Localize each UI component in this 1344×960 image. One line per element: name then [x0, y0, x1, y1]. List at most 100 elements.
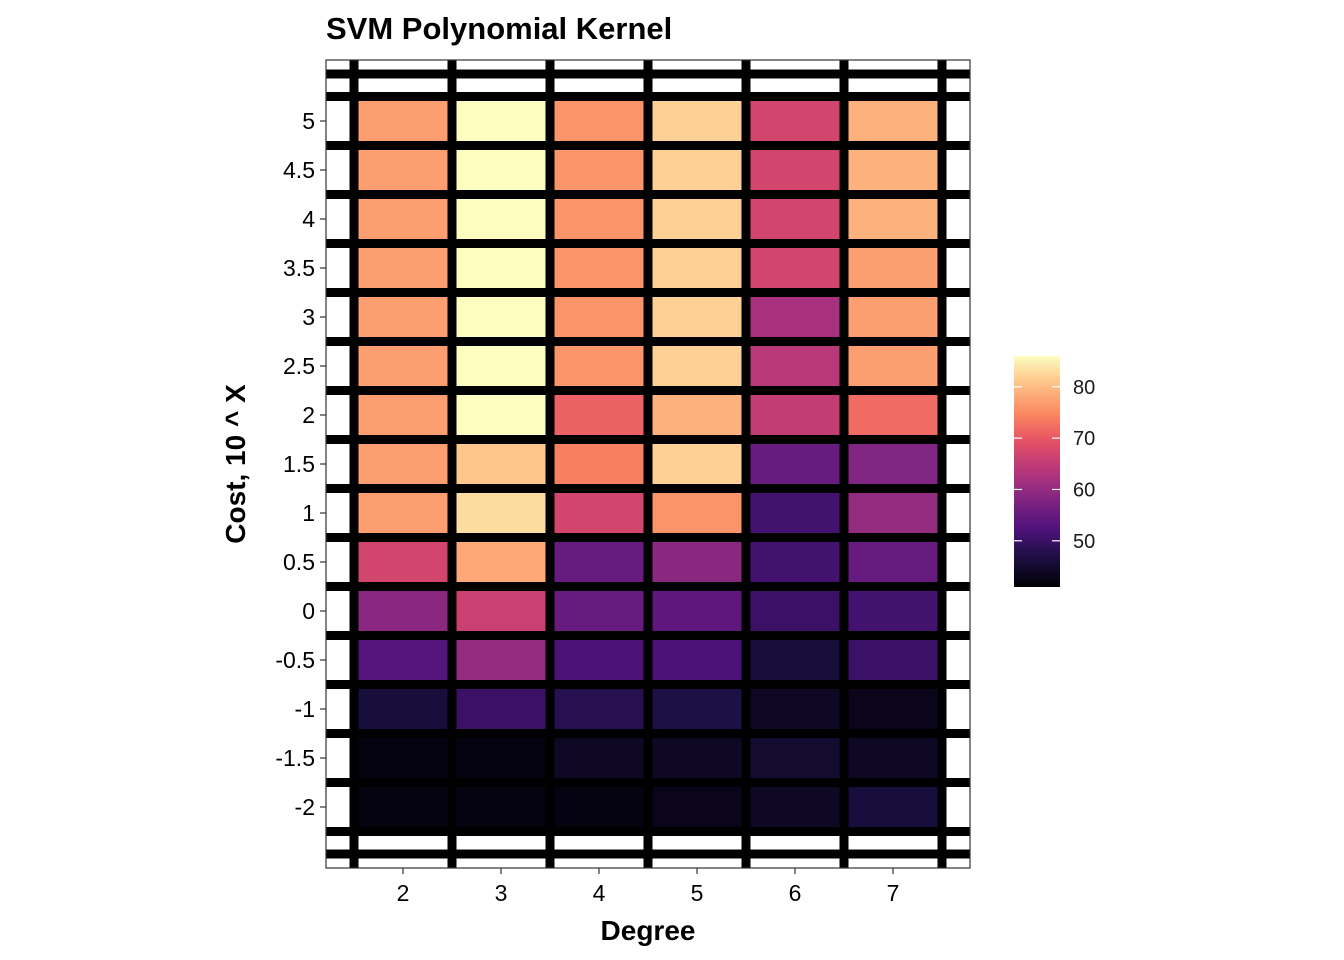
heatmap-cell: [547, 387, 651, 443]
heatmap-cell: [743, 93, 847, 149]
heatmap-cell: [547, 191, 651, 247]
heatmap-cell: [351, 387, 455, 443]
heatmap-cell: [841, 387, 945, 443]
heatmap-cell: [645, 191, 749, 247]
y-tick-label: 2.5: [283, 353, 315, 379]
heatmap-cell: [449, 289, 553, 345]
heatmap-cell: [743, 289, 847, 345]
x-tick-label: 3: [495, 880, 508, 906]
heatmap-cell: [547, 583, 651, 639]
heatmap-cell: [841, 485, 945, 541]
heatmap-cell: [743, 779, 847, 835]
heatmap-cell: [743, 534, 847, 590]
heatmap-cell: [547, 436, 651, 492]
y-axis: -2 -1.5 -1 -0.5 0 0.5 1 1.5 2 2.5 3 3.5 4 4.5 5: [275, 108, 326, 820]
heatmap-cell: [743, 681, 847, 737]
heatmap-cell: [449, 485, 553, 541]
heatmap-cell: [449, 387, 553, 443]
heatmap-cell: [743, 142, 847, 198]
heatmap-cell: [351, 485, 455, 541]
heatmap-cell: [449, 779, 553, 835]
heatmap-cell: [645, 289, 749, 345]
heatmap-cell: [743, 436, 847, 492]
heatmap-cell: [547, 142, 651, 198]
heatmap-cell: [449, 93, 553, 149]
y-tick-label: 2: [302, 402, 315, 428]
heatmap-cell: [449, 583, 553, 639]
heatmap-cell: [645, 730, 749, 786]
heatmap-cell: [645, 632, 749, 688]
heatmap-cell: [841, 436, 945, 492]
heatmap-cell: [841, 681, 945, 737]
heatmap-cell: [645, 387, 749, 443]
heatmap-cell: [449, 681, 553, 737]
heatmap-cell: [645, 338, 749, 394]
heatmap-cell: [351, 338, 455, 394]
chart-title: SVM Polynomial Kernel: [326, 11, 672, 46]
x-tick-label: 7: [887, 880, 900, 906]
heatmap-cell: [351, 779, 455, 835]
heatmap-cell: [351, 93, 455, 149]
heatmap-cell: [351, 730, 455, 786]
x-tick-label: 5: [691, 880, 704, 906]
color-legend: 50 60 70 80: [1014, 356, 1095, 587]
heatmap-cell: [547, 779, 651, 835]
heatmap-cell: [547, 240, 651, 296]
heatmap-cell: [841, 779, 945, 835]
heatmap-cell: [547, 485, 651, 541]
heatmap-cell: [841, 583, 945, 639]
heatmap-cell: [351, 632, 455, 688]
y-tick-label: 3: [302, 304, 315, 330]
y-tick-label: 1.5: [283, 451, 315, 477]
heatmap-cell: [841, 338, 945, 394]
heatmap-cell: [547, 632, 651, 688]
heatmap-cell: [841, 534, 945, 590]
heatmap-cell: [743, 338, 847, 394]
heatmap-cell: [351, 191, 455, 247]
heatmap-cell: [645, 583, 749, 639]
heatmap-cell: [547, 289, 651, 345]
heatmap-cell: [547, 93, 651, 149]
heatmap-cell: [351, 583, 455, 639]
x-axis: 2 3 4 5 6 7: [397, 868, 900, 906]
heatmap-cell: [351, 436, 455, 492]
heatmap-cell: [645, 142, 749, 198]
y-tick-label: 5: [302, 108, 315, 134]
y-tick-label: 3.5: [283, 255, 315, 281]
heatmap-cell: [351, 142, 455, 198]
heatmap-cell: [743, 485, 847, 541]
heatmap-cell: [743, 730, 847, 786]
heatmap-cell: [645, 240, 749, 296]
heatmap-cell: [841, 191, 945, 247]
heatmap-cell: [351, 240, 455, 296]
heatmap-cell: [449, 632, 553, 688]
legend-color-bar: [1014, 356, 1060, 587]
y-tick-label: -2: [295, 794, 315, 820]
heatmap-cell: [841, 142, 945, 198]
y-tick-label: -0.5: [275, 647, 315, 673]
legend-tick-label: 70: [1073, 428, 1095, 450]
heatmap-cell: [449, 730, 553, 786]
grid-lines: [326, 60, 970, 868]
legend-tick-label: 60: [1073, 479, 1095, 501]
legend-tick-label: 80: [1073, 377, 1095, 399]
heatmap-cell: [645, 93, 749, 149]
x-tick-label: 4: [593, 880, 606, 906]
y-tick-label: 1: [302, 500, 315, 526]
heatmap-cell: [841, 240, 945, 296]
heatmap-cell: [547, 681, 651, 737]
heatmap-cell: [645, 681, 749, 737]
heatmap-cell: [645, 534, 749, 590]
heatmap-cell: [449, 436, 553, 492]
heatmap-cell: [449, 534, 553, 590]
y-tick-label: 0.5: [283, 549, 315, 575]
heatmap-cell: [449, 191, 553, 247]
heatmap-cell: [645, 485, 749, 541]
heatmap-cell: [645, 436, 749, 492]
heatmap-cell: [743, 387, 847, 443]
x-tick-label: 2: [397, 880, 410, 906]
y-tick-label: -1: [295, 696, 315, 722]
y-axis-title: Cost, 10 ^ X: [220, 384, 251, 544]
heatmap-cell: [645, 779, 749, 835]
